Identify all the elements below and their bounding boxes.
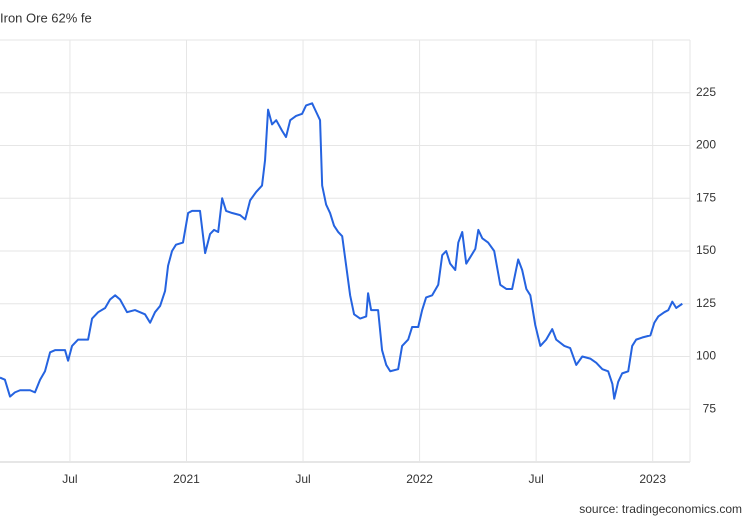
x-tick-label: 2021 [173, 472, 200, 486]
y-tick-label: 100 [696, 349, 716, 363]
y-tick-label: 175 [696, 190, 716, 204]
x-tick-label: 2022 [406, 472, 433, 486]
x-tick-label: 2023 [639, 472, 666, 486]
y-tick-label: 125 [696, 296, 716, 310]
y-tick-label: 75 [703, 401, 717, 415]
y-tick-label: 200 [696, 138, 716, 152]
x-tick-label: Jul [62, 472, 77, 486]
y-tick-label: 150 [696, 243, 716, 257]
y-tick-label: 225 [696, 85, 716, 99]
x-tick-label: Jul [295, 472, 310, 486]
chart-title: Iron Ore 62% fe [0, 10, 92, 25]
source-note: source: tradingeconomics.com [579, 502, 742, 516]
x-tick-label: Jul [528, 472, 543, 486]
price-line [0, 102, 683, 400]
